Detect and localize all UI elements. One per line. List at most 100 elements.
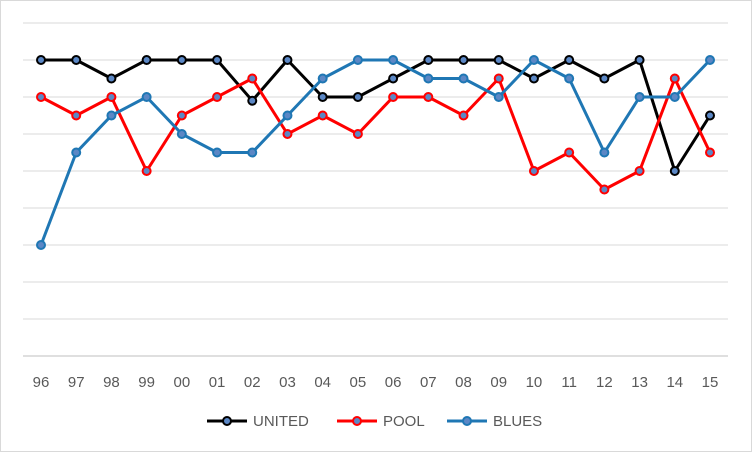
x-tick-label: 09: [490, 374, 507, 391]
legend-marker-pool: [352, 416, 362, 426]
legend-label-blues: BLUES: [493, 413, 542, 430]
data-point-blues: [599, 147, 610, 158]
x-tick-label: 04: [314, 374, 331, 391]
data-point-blues: [634, 92, 645, 102]
data-point-blues: [388, 55, 399, 65]
data-point-blues: [176, 129, 187, 139]
data-point-blues: [71, 147, 82, 158]
data-point-blues: [247, 147, 258, 158]
series-line-pool: [39, 77, 712, 191]
data-point-blues: [493, 92, 504, 102]
data-point-united: [634, 55, 645, 65]
data-point-united: [176, 55, 187, 65]
legend-label-united: UNITED: [253, 413, 309, 430]
data-point-united: [282, 55, 293, 65]
data-point-united: [71, 55, 82, 65]
data-point-united: [212, 55, 223, 65]
data-point-pool: [458, 110, 469, 121]
series-line-blues: [39, 58, 712, 247]
data-point-blues: [36, 240, 46, 250]
data-point-united: [247, 95, 258, 106]
data-point-pool: [388, 92, 399, 102]
data-point-pool: [317, 110, 328, 121]
x-tick-label: 12: [596, 374, 613, 391]
data-point-pool: [71, 110, 82, 121]
x-tick-label: 99: [138, 374, 155, 391]
data-point-united: [599, 73, 610, 84]
data-point-united: [669, 166, 680, 176]
x-tick-label: 08: [455, 374, 472, 391]
data-point-blues: [458, 73, 469, 84]
data-point-blues: [282, 110, 293, 121]
data-point-pool: [141, 166, 152, 176]
x-tick-label: 03: [279, 374, 296, 391]
data-point-blues: [528, 55, 539, 65]
data-point-blues: [106, 110, 117, 121]
x-tick-label: 07: [420, 374, 437, 391]
data-point-united: [352, 92, 363, 102]
legend-marker-united: [222, 416, 232, 426]
data-point-pool: [36, 92, 46, 102]
data-point-united: [141, 55, 152, 65]
data-point-blues: [352, 55, 363, 65]
series-line-united: [39, 58, 712, 173]
legend: UNITED POOL BLUES: [207, 413, 542, 430]
data-point-united: [564, 55, 575, 65]
data-point-pool: [423, 92, 434, 102]
x-tick-labels: 96 97 98 99 00 01 02 03 04 05 06 07 08 09 10 11 12 13 14 15: [33, 374, 719, 391]
x-tick-label: 05: [350, 374, 367, 391]
data-point-pool: [599, 184, 610, 195]
x-tick-label: 13: [631, 374, 648, 391]
data-point-united: [705, 110, 715, 121]
x-tick-label: 00: [173, 374, 190, 391]
data-point-pool: [212, 92, 223, 102]
data-point-pool: [106, 92, 117, 102]
x-tick-label: 02: [244, 374, 261, 391]
data-point-pool: [176, 110, 187, 121]
data-point-pool: [634, 166, 645, 176]
series-blues: [36, 55, 715, 250]
legend-label-pool: POOL: [383, 413, 425, 430]
data-point-pool: [528, 166, 539, 176]
data-point-united: [423, 55, 434, 65]
data-point-pool: [564, 147, 575, 158]
x-tick-label: 01: [209, 374, 226, 391]
data-point-pool: [705, 147, 715, 158]
x-tick-label: 96: [33, 374, 50, 391]
legend-item-united: UNITED: [207, 413, 309, 430]
data-point-blues: [212, 147, 223, 158]
x-tick-label: 15: [702, 374, 719, 391]
data-point-united: [317, 92, 328, 102]
data-point-pool: [493, 73, 504, 84]
data-point-pool: [669, 73, 680, 84]
series-pool: [36, 73, 715, 195]
legend-item-pool: POOL: [337, 413, 425, 430]
data-point-blues: [669, 92, 680, 102]
data-point-blues: [317, 73, 328, 84]
data-point-united: [36, 55, 46, 65]
data-point-united: [106, 73, 117, 84]
x-tick-label: 14: [666, 374, 683, 391]
data-point-blues: [141, 92, 152, 102]
data-point-pool: [247, 73, 258, 84]
data-point-pool: [282, 129, 293, 139]
data-point-united: [493, 55, 504, 65]
gridlines: [23, 22, 728, 357]
data-point-united: [458, 55, 469, 65]
x-tick-label: 11: [561, 374, 577, 391]
legend-marker-blues: [462, 416, 472, 426]
data-point-united: [388, 73, 399, 84]
data-point-blues: [423, 73, 434, 84]
series-united: [36, 55, 715, 176]
data-point-blues: [705, 55, 715, 65]
x-tick-label: 06: [385, 374, 402, 391]
data-point-pool: [352, 129, 363, 139]
data-point-blues: [564, 73, 575, 84]
x-tick-label: 10: [526, 374, 543, 391]
data-point-united: [528, 73, 539, 84]
x-tick-label: 97: [68, 374, 85, 391]
legend-item-blues: BLUES: [447, 413, 542, 430]
x-tick-label: 98: [103, 374, 120, 391]
